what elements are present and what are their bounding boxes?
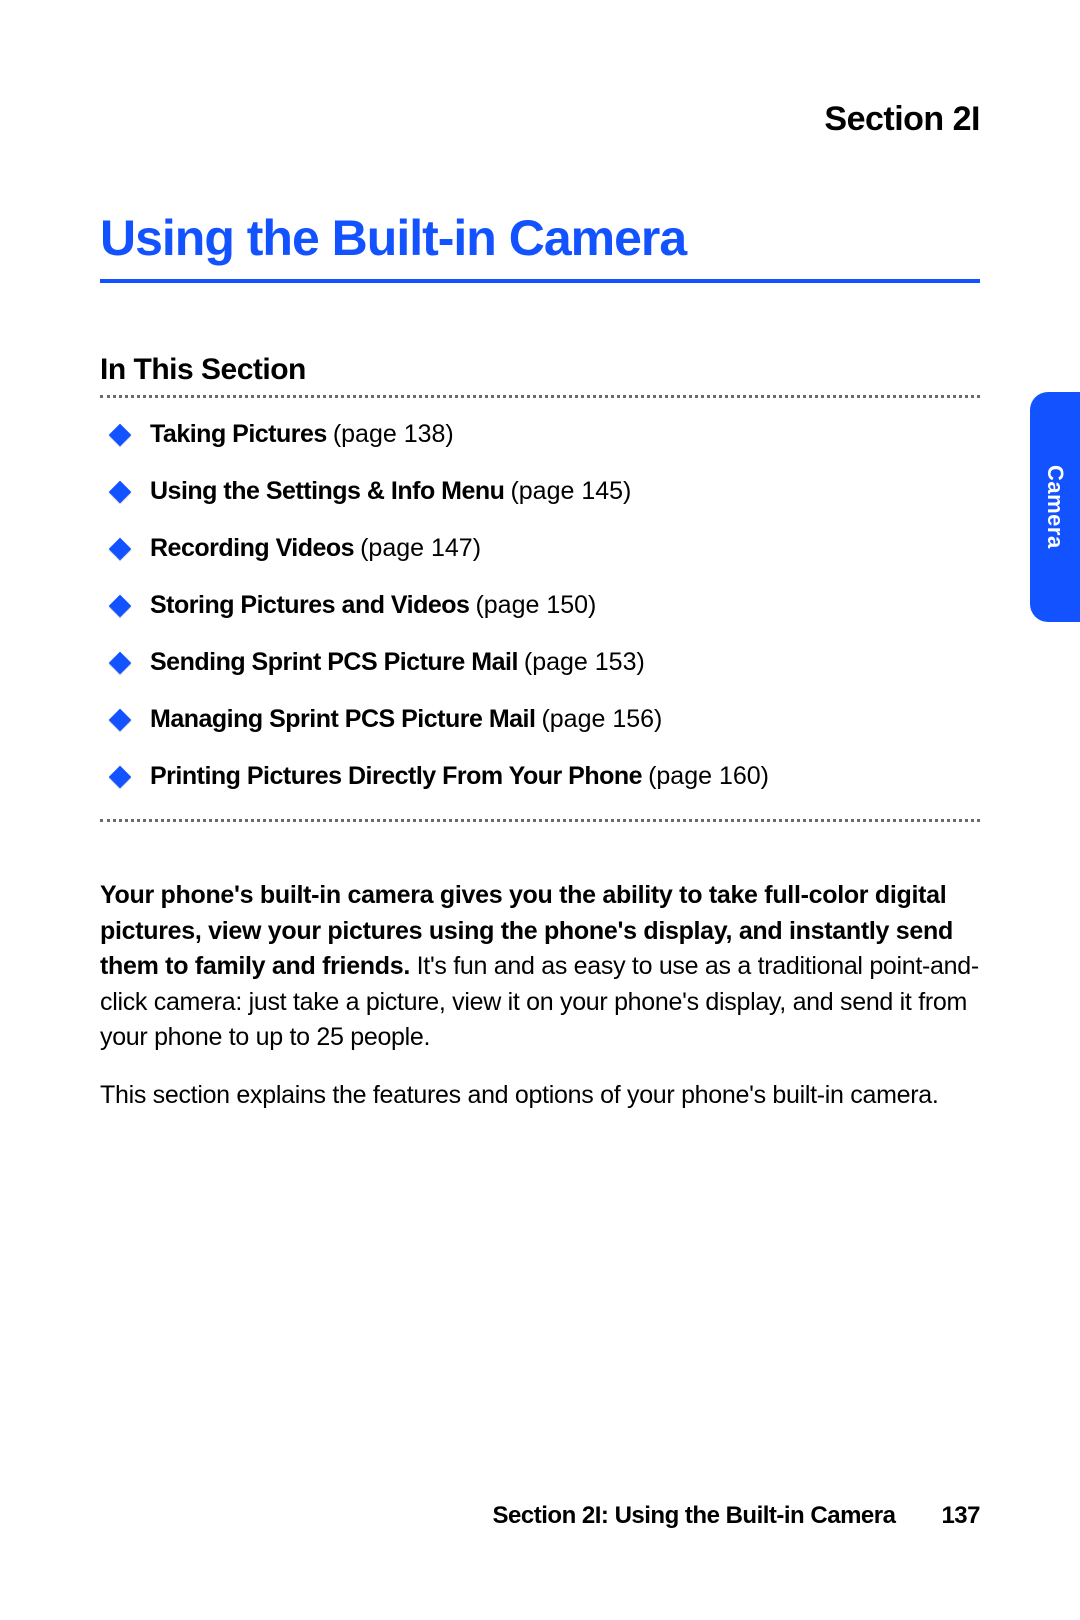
toc-title: Taking Pictures bbox=[150, 420, 327, 448]
toc-pageref: (page 138) bbox=[333, 420, 454, 448]
toc-item: Printing Pictures Directly From Your Pho… bbox=[112, 762, 980, 791]
body-paragraph-1: Your phone's built-in camera gives you t… bbox=[100, 878, 980, 1056]
diamond-bullet-icon bbox=[109, 594, 132, 617]
toc-title: Storing Pictures and Videos bbox=[150, 591, 469, 619]
diamond-bullet-icon bbox=[109, 651, 132, 674]
divider-dotted-top bbox=[100, 395, 980, 398]
toc-pageref: (page 145) bbox=[510, 477, 631, 505]
toc-title: Using the Settings & Info Menu bbox=[150, 477, 504, 505]
toc-item: Managing Sprint PCS Picture Mail(page 15… bbox=[112, 705, 980, 734]
toc-title: Sending Sprint PCS Picture Mail bbox=[150, 648, 518, 676]
toc-item: Sending Sprint PCS Picture Mail(page 153… bbox=[112, 648, 980, 677]
side-tab-label: Camera bbox=[1042, 465, 1068, 549]
diamond-bullet-icon bbox=[109, 480, 132, 503]
page-title: Using the Built-in Camera bbox=[100, 209, 980, 283]
section-label: Section 2I bbox=[100, 100, 980, 139]
toc-item: Recording Videos(page 147) bbox=[112, 534, 980, 563]
diamond-bullet-icon bbox=[109, 423, 132, 446]
divider-dotted-bottom bbox=[100, 819, 980, 822]
body-paragraph-2: This section explains the features and o… bbox=[100, 1078, 980, 1114]
toc-item: Taking Pictures(page 138) bbox=[112, 420, 980, 449]
body-text: Your phone's built-in camera gives you t… bbox=[100, 878, 980, 1113]
toc-pageref: (page 147) bbox=[360, 534, 481, 562]
toc-title: Managing Sprint PCS Picture Mail bbox=[150, 705, 535, 733]
side-tab-camera: Camera bbox=[1030, 392, 1080, 622]
document-page: Section 2I Using the Built-in Camera In … bbox=[0, 0, 1080, 1113]
toc-item: Using the Settings & Info Menu(page 145) bbox=[112, 477, 980, 506]
toc-list: Taking Pictures(page 138) Using the Sett… bbox=[100, 420, 980, 791]
toc-pageref: (page 156) bbox=[541, 705, 662, 733]
diamond-bullet-icon bbox=[109, 537, 132, 560]
subheading: In This Section bbox=[100, 353, 980, 387]
toc-title: Printing Pictures Directly From Your Pho… bbox=[150, 762, 642, 790]
toc-item: Storing Pictures and Videos(page 150) bbox=[112, 591, 980, 620]
diamond-bullet-icon bbox=[109, 765, 132, 788]
toc-pageref: (page 150) bbox=[475, 591, 596, 619]
toc-title: Recording Videos bbox=[150, 534, 354, 562]
toc-pageref: (page 160) bbox=[648, 762, 769, 790]
toc-pageref: (page 153) bbox=[524, 648, 645, 676]
diamond-bullet-icon bbox=[109, 708, 132, 731]
page-footer: Section 2I: Using the Built-in Camera 137 bbox=[493, 1502, 980, 1530]
footer-page-number: 137 bbox=[941, 1502, 980, 1529]
footer-text: Section 2I: Using the Built-in Camera bbox=[493, 1502, 896, 1529]
